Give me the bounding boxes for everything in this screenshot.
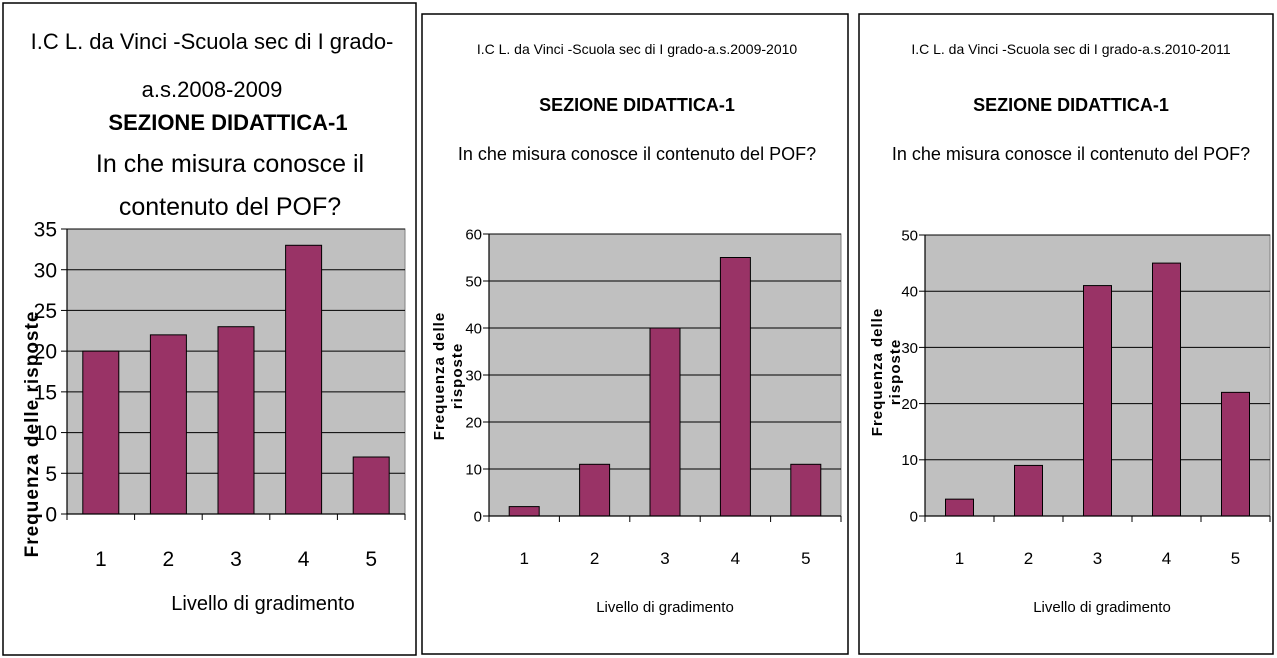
y-tick-label: 20	[34, 341, 57, 364]
y-tick-label: 10	[465, 461, 482, 478]
chart-question-line: In che misura conosce il contenuto del P…	[458, 144, 816, 164]
bar	[285, 244, 323, 515]
y-tick-label: 35	[34, 219, 57, 242]
plot-area: 0 5 10 15 20 25 30 35 1 2 3 4 5	[34, 219, 406, 571]
bar	[508, 506, 540, 517]
x-tick-label: 3	[660, 549, 669, 568]
x-tick-label: 1	[95, 548, 107, 571]
chart-title-line: a.s.2008-2009	[142, 77, 283, 102]
y-axis-label: risposte	[449, 343, 466, 409]
chart-title-line: I.C L. da Vinci -Scuola sec di I grado-	[31, 29, 394, 54]
bar	[352, 456, 390, 515]
y-tick-label: 0	[910, 508, 918, 525]
x-axis-label: Livello di gradimento	[1033, 599, 1171, 616]
x-tick-label: 5	[1231, 549, 1240, 568]
plot-area: 0 10 20 30 40 50 1 2 3 4 5	[901, 227, 1271, 568]
y-tick-label: 30	[465, 367, 482, 384]
y-tick-label: 0	[474, 508, 482, 525]
bar	[82, 350, 120, 515]
y-tick-label: 5	[45, 463, 57, 486]
y-tick-label: 50	[465, 273, 482, 290]
y-axis-label: Frequenza delle	[869, 308, 886, 436]
chart-section-title: SEZIONE DIDATTICA-1	[973, 95, 1169, 115]
chart-question-line: In che misura conosce il	[96, 150, 364, 178]
x-tick-label: 4	[1162, 549, 1171, 568]
x-tick-label: 1	[955, 549, 964, 568]
x-tick-label: 1	[519, 549, 528, 568]
chart-2010-2011: I.C L. da Vinci -Scuola sec di I grado-a…	[858, 13, 1274, 655]
plot-area: 0 10 20 30 40 50 60 1 2 3 4 5	[465, 226, 842, 568]
chart-2009-2010: I.C L. da Vinci -Scuola sec di I grado-a…	[421, 13, 849, 655]
bar	[1221, 391, 1250, 517]
x-tick-label: 5	[801, 549, 810, 568]
x-tick-label: 4	[731, 549, 740, 568]
bar	[1083, 285, 1112, 517]
bar	[945, 498, 974, 517]
y-tick-label: 0	[45, 504, 57, 527]
chart-question-line: contenuto del POF?	[119, 193, 341, 221]
y-axis-label: Frequenza delle risposte	[22, 311, 43, 558]
chart-section-title: SEZIONE DIDATTICA-1	[539, 95, 735, 115]
y-tick-label: 10	[34, 422, 57, 445]
x-tick-label: 2	[163, 548, 175, 571]
x-tick-label: 2	[1024, 549, 1033, 568]
chart-2008-2009: I.C L. da Vinci -Scuola sec di I grado- …	[2, 2, 417, 656]
bar	[217, 326, 255, 515]
bar	[649, 327, 681, 517]
bar	[149, 334, 187, 515]
y-tick-label: 30	[34, 259, 57, 282]
y-axis-label: risposte	[887, 339, 904, 405]
x-tick-label: 4	[298, 548, 310, 571]
bar	[790, 463, 822, 517]
x-axis-label: Livello di gradimento	[171, 593, 354, 615]
y-tick-label: 15	[34, 381, 57, 404]
x-tick-label: 5	[365, 548, 377, 571]
x-tick-label: 3	[230, 548, 242, 571]
y-axis-label: Frequenza delle	[431, 312, 448, 440]
chart-title-line: I.C L. da Vinci -Scuola sec di I grado-a…	[911, 41, 1231, 57]
chart-title-line: I.C L. da Vinci -Scuola sec di I grado-a…	[477, 41, 798, 57]
y-tick-label: 10	[901, 452, 918, 469]
y-tick-label: 60	[465, 226, 482, 243]
x-axis-label: Livello di gradimento	[596, 599, 734, 616]
y-tick-label: 30	[901, 340, 918, 357]
y-tick-label: 40	[901, 284, 918, 301]
y-tick-label: 20	[465, 414, 482, 431]
y-tick-label: 40	[465, 320, 482, 337]
bar	[1152, 262, 1181, 517]
bar	[579, 463, 611, 517]
y-tick-label: 50	[901, 227, 918, 244]
x-tick-label: 2	[590, 549, 599, 568]
y-tick-label: 25	[34, 300, 57, 323]
x-tick-label: 3	[1093, 549, 1102, 568]
y-tick-label: 20	[901, 396, 918, 413]
bar	[1014, 464, 1043, 517]
bar	[719, 257, 751, 517]
chart-question-line: In che misura conosce il contenuto del P…	[892, 144, 1250, 164]
chart-section-title: SEZIONE DIDATTICA-1	[108, 110, 347, 135]
